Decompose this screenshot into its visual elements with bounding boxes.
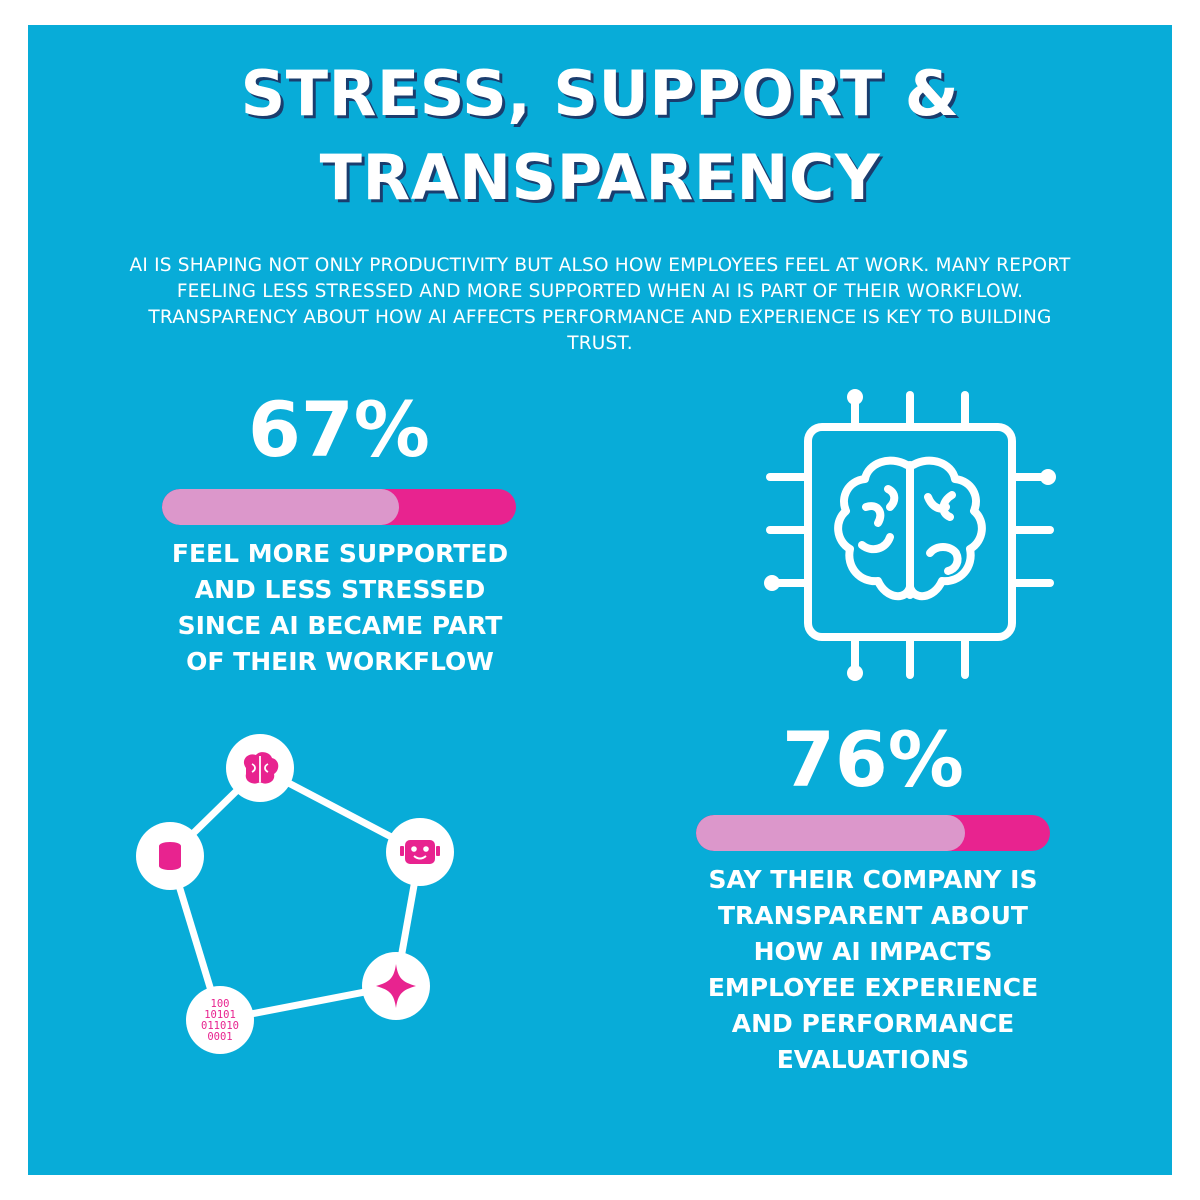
stat-1-label-line: FEEL MORE SUPPORTED [171, 539, 509, 568]
stat-2-label: SAY THEIR COMPANY IS TRANSPARENT ABOUT H… [640, 862, 1106, 1078]
intro-text: AI IS SHAPING NOT ONLY PRODUCTIVITY BUT … [129, 255, 1071, 354]
title-line-1: STRESS, SUPPORT & [240, 57, 960, 130]
database-node-icon [136, 822, 204, 890]
stat-1-bar [162, 489, 516, 525]
stat-2-label-line: HOW AI IMPACTS [753, 937, 993, 966]
stat-2-bar [696, 815, 1050, 851]
binary-line: 100 [211, 998, 230, 1010]
title-line-2: TRANSPARENCY [319, 141, 881, 214]
stat-1-value: 67% [248, 385, 430, 474]
stat-1-bar-fill [162, 489, 400, 525]
binary-node-icon: 100 10101 011010 0001 [186, 986, 254, 1054]
background-panel [28, 25, 1172, 1175]
stat-2-label-line: AND PERFORMANCE [731, 1009, 1015, 1038]
stat-2-label-line: EMPLOYEE EXPERIENCE [707, 973, 1039, 1002]
stat-1-label-line: SINCE AI BECAME PART [177, 611, 503, 640]
stat-2-label-line: SAY THEIR COMPANY IS [708, 865, 1038, 894]
stat-2-bar-fill [696, 815, 966, 851]
stat-2-value: 76% [782, 715, 964, 804]
stat-1-label-line: AND LESS STRESSED [194, 575, 486, 604]
ai-network-diagram: 100 10101 011010 0001 [136, 734, 454, 1054]
sparkle-node-icon [362, 952, 430, 1020]
binary-line: 10101 [204, 1009, 236, 1021]
stat-2-label-line: EVALUATIONS [776, 1045, 970, 1074]
stat-1-label-line: OF THEIR WORKFLOW [186, 647, 494, 676]
robot-node-icon [386, 818, 454, 886]
stat-2-label-line: TRANSPARENT ABOUT [718, 901, 1028, 930]
brain-node-icon [226, 734, 294, 802]
brain-chip-icon [764, 389, 1056, 681]
binary-line: 011010 [201, 1020, 239, 1032]
stat-1-label: FEEL MORE SUPPORTED AND LESS STRESSED SI… [110, 536, 570, 680]
binary-line: 0001 [207, 1031, 232, 1043]
